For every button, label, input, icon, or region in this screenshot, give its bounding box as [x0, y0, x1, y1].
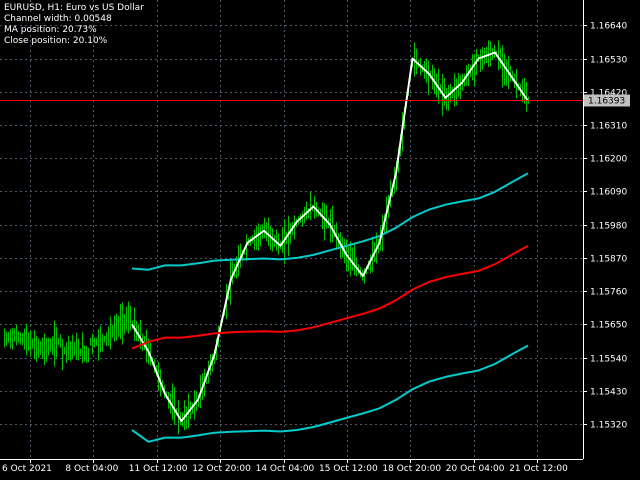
y-tick-label: 1.16640	[590, 22, 627, 32]
y-tick-label: 1.15870	[590, 255, 627, 265]
channel-width-label: Channel width: 0.00548	[4, 14, 112, 24]
current-price-label: 1.16393	[588, 97, 625, 107]
upper-band-line	[131, 172, 529, 271]
y-tick-label: 1.16200	[590, 155, 627, 165]
moving-average-line	[131, 244, 529, 350]
lower-band-line	[131, 344, 529, 443]
x-tick-label: 12 Oct 20:00	[192, 464, 251, 474]
axes: 1.16640 1.16530 1.16420 1.16310 1.16200 1.160…	[0, 0, 630, 474]
x-tick-label: 15 Oct 12:00	[319, 464, 378, 474]
y-tick-label: 1.15650	[590, 321, 627, 331]
x-tick-label: 11 Oct 12:00	[129, 464, 188, 474]
x-tick-label: 21 Oct 12:00	[509, 464, 568, 474]
y-tick-label: 1.15540	[590, 355, 627, 365]
current-price-badge	[584, 94, 630, 107]
y-tick-label: 1.16090	[590, 188, 627, 198]
smoothed-price-line	[131, 51, 529, 422]
y-tick-label: 1.16310	[590, 122, 627, 132]
x-tick-label: 20 Oct 04:00	[446, 464, 505, 474]
indicator-lines	[0, 51, 583, 443]
close-position-label: Close position: 20.10%	[4, 36, 108, 46]
x-tick-label: 8 Oct 04:00	[65, 464, 118, 474]
symbol-title: EURUSD, H1: Euro vs US Dollar	[4, 3, 144, 13]
y-tick-label: 1.16530	[590, 56, 627, 66]
x-tick-label: 18 Oct 20:00	[382, 464, 441, 474]
x-tick-label: 14 Oct 04:00	[256, 464, 315, 474]
y-tick-label: 1.15430	[590, 388, 627, 398]
y-tick-label: 1.15980	[590, 222, 627, 232]
x-tick-label: 6 Oct 2021	[2, 464, 52, 474]
ma-position-label: MA position: 20.73%	[4, 25, 97, 35]
y-tick-label: 1.15320	[590, 421, 627, 431]
y-tick-label: 1.15760	[590, 288, 627, 298]
y-tick-label: 1.16420	[590, 89, 627, 99]
